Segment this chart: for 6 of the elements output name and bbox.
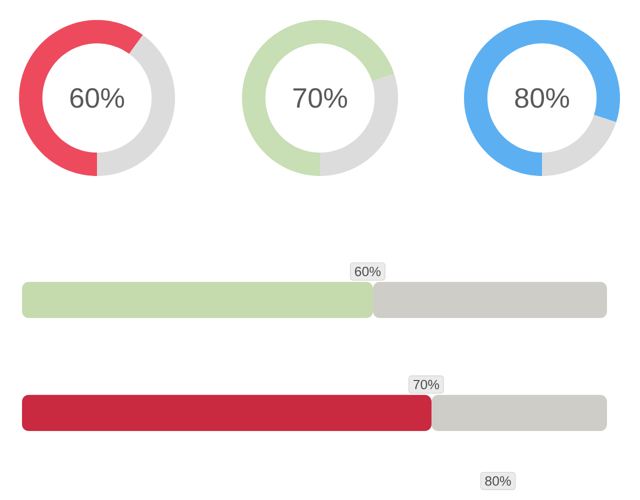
- data-label: 60%: [354, 266, 381, 276]
- text: 70%: [293, 88, 348, 108]
- text: 80%: [515, 88, 570, 108]
- data-label: 70%: [414, 380, 440, 390]
- text: 60%: [70, 88, 124, 108]
- text: 80%: [485, 476, 511, 486]
